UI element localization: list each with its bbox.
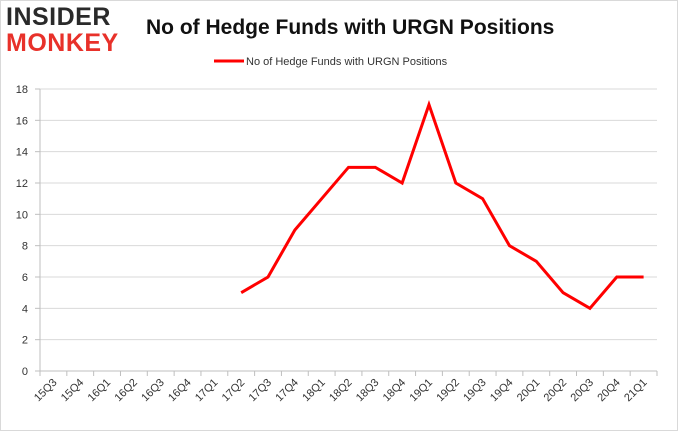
y-tick-labels: 0 2 4 6 8 10 12 14 16 18: [16, 84, 28, 378]
series-line-0: [240, 100, 644, 311]
x-tick-label-19Q4: 19Q4: [488, 377, 516, 405]
x-tick-label-17Q4: 17Q4: [273, 377, 301, 405]
x-tick-label-16Q4: 16Q4: [166, 377, 194, 405]
gridlines: [40, 88, 657, 341]
series-layer: [240, 100, 644, 311]
y-tick-label: 6: [22, 272, 28, 284]
x-tick-label-20Q4: 20Q4: [595, 377, 623, 405]
x-tick-label-21Q1: 21Q1: [622, 377, 650, 405]
x-tick-label-15Q3: 15Q3: [32, 377, 60, 405]
x-tick-label-16Q2: 16Q2: [112, 377, 140, 405]
y-tick-label: 8: [22, 241, 28, 253]
x-tick-label-17Q1: 17Q1: [193, 377, 221, 405]
y-tick-label: 10: [16, 209, 28, 221]
y-tick-label: 4: [22, 303, 28, 315]
y-tick-label: 14: [16, 147, 28, 159]
insider-monkey-logo: INSIDER MONKEY: [6, 5, 119, 56]
x-tick-label-18Q3: 18Q3: [354, 377, 382, 405]
x-tick-label-20Q1: 20Q1: [515, 377, 543, 405]
x-tick-label-16Q1: 16Q1: [86, 377, 114, 405]
x-tick-label-17Q3: 17Q3: [247, 377, 275, 405]
x-tick-label-15Q4: 15Q4: [59, 377, 87, 405]
x-tick-labels: 15Q3 15Q4 16Q1 16Q2 16Q3 16Q4 17Q1 17Q2 17Q3 17Q4…: [32, 377, 650, 405]
y-tick-label: 16: [16, 115, 28, 127]
y-tick-label: 12: [16, 178, 28, 190]
x-tick-label-17Q2: 17Q2: [220, 377, 248, 405]
x-tick-label-18Q2: 18Q2: [327, 377, 355, 405]
legend-label: No of Hedge Funds with URGN Positions: [246, 56, 448, 68]
logo-line-1: INSIDER: [6, 3, 111, 31]
chart-title: No of Hedge Funds with URGN Positions: [146, 16, 555, 39]
x-tick-label-19Q1: 19Q1: [408, 377, 436, 405]
x-tick-label-20Q2: 20Q2: [542, 377, 570, 405]
logo-line-2: MONKEY: [6, 29, 119, 57]
x-tick-label-16Q3: 16Q3: [139, 377, 167, 405]
x-tick-label-18Q4: 18Q4: [381, 377, 409, 405]
y-tick-label: 18: [16, 84, 28, 96]
axes: [35, 88, 658, 376]
x-tick-label-19Q3: 19Q3: [461, 377, 489, 405]
x-tick-label-19Q2: 19Q2: [434, 377, 462, 405]
x-tick-label-18Q1: 18Q1: [300, 377, 328, 405]
x-tick-label-20Q3: 20Q3: [569, 377, 597, 405]
y-tick-label: 2: [22, 335, 28, 347]
y-tick-label: 0: [22, 366, 28, 378]
legend: No of Hedge Funds with URGN Positions: [214, 56, 448, 68]
